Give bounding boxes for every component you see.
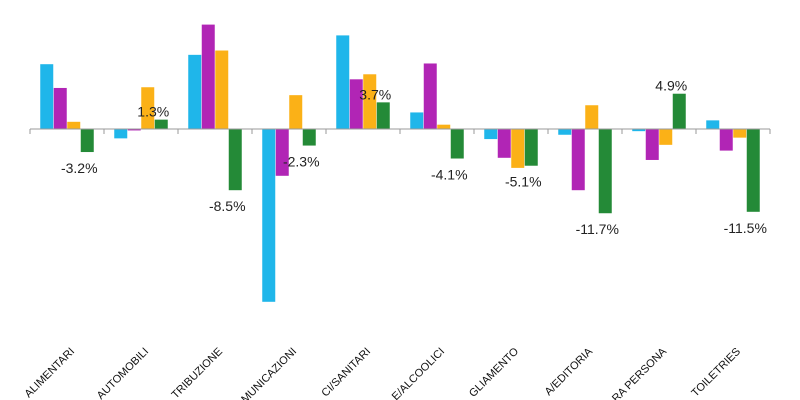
bar bbox=[141, 87, 155, 129]
bar bbox=[632, 129, 646, 132]
bar bbox=[289, 95, 303, 129]
bar bbox=[524, 129, 538, 166]
bar bbox=[511, 129, 525, 168]
data-label: -2.3% bbox=[283, 154, 320, 170]
category-labels-layer: ALIMENTARI AUTOMOBILI TRIBUZIONE MUNICAZION… bbox=[23, 345, 744, 400]
bar bbox=[363, 74, 377, 129]
bar bbox=[215, 50, 229, 129]
category-label: E/ALCOOLICI bbox=[390, 346, 447, 400]
data-label: -11.7% bbox=[576, 221, 619, 237]
bar bbox=[53, 87, 67, 129]
bar bbox=[645, 129, 659, 160]
data-label: 1.3% bbox=[137, 104, 169, 120]
x-axis-ticks bbox=[29, 129, 771, 134]
category-label: A/EDITORIA bbox=[543, 345, 596, 398]
bar bbox=[80, 129, 94, 153]
category-label: CI/SANITARI bbox=[319, 346, 373, 400]
data-label: -4.1% bbox=[431, 167, 468, 183]
bar bbox=[410, 112, 424, 129]
category-label: RA PERSONA bbox=[610, 345, 670, 400]
bar bbox=[585, 105, 599, 129]
data-label: -8.5% bbox=[209, 198, 246, 214]
bar bbox=[302, 129, 316, 146]
bar bbox=[376, 102, 390, 129]
bar bbox=[154, 119, 168, 129]
bar bbox=[188, 54, 202, 130]
category-label: ALIMENTARI bbox=[23, 346, 78, 400]
category-label: MUNICAZIONI bbox=[239, 346, 299, 400]
bar bbox=[275, 129, 289, 176]
bar bbox=[484, 129, 498, 140]
category-label: AUTOMOBILI bbox=[95, 346, 151, 400]
bar bbox=[201, 24, 215, 130]
bar bbox=[659, 129, 673, 145]
bar bbox=[127, 129, 141, 131]
bar bbox=[719, 129, 733, 151]
bar bbox=[67, 121, 81, 129]
bars-layer bbox=[40, 24, 760, 302]
bar bbox=[423, 63, 437, 130]
bar bbox=[558, 129, 572, 135]
bar bbox=[450, 129, 464, 159]
bar bbox=[706, 120, 720, 129]
data-label: -11.5% bbox=[724, 220, 767, 236]
bar bbox=[40, 64, 54, 129]
bar bbox=[262, 129, 276, 302]
bar bbox=[746, 129, 760, 212]
category-label: TRIBUZIONE bbox=[170, 346, 226, 400]
data-label: -3.2% bbox=[61, 160, 98, 176]
bar bbox=[349, 79, 363, 129]
category-label: GLIAMENTO bbox=[467, 345, 521, 399]
data-label: 3.7% bbox=[359, 86, 391, 102]
data-label: 4.9% bbox=[655, 78, 687, 94]
bar bbox=[598, 129, 612, 214]
data-labels-layer: -3.2% 1.3% -8.5% -2.3% 3.7% -4.1% -5.1% -11.7% 4… bbox=[61, 78, 767, 238]
bar bbox=[733, 129, 747, 138]
bar bbox=[114, 129, 128, 139]
bar bbox=[228, 129, 242, 191]
bar bbox=[437, 124, 451, 129]
bar bbox=[336, 35, 350, 129]
category-label: TOILETRIES bbox=[689, 346, 743, 400]
data-label: -5.1% bbox=[505, 174, 542, 190]
bar bbox=[672, 93, 686, 129]
bar bbox=[497, 129, 511, 158]
bar bbox=[571, 129, 585, 191]
